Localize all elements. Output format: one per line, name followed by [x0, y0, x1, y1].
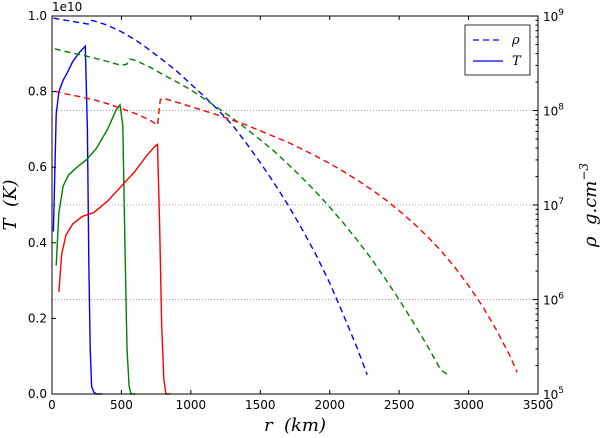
legend-box: [464, 24, 531, 76]
svg-text:ρ g.cm−3: ρ g.cm−3: [577, 163, 600, 248]
y-left-tick-label: 0.4: [28, 236, 47, 250]
temperature-line-2: [58, 143, 170, 395]
temperature-line-1: [55, 102, 136, 395]
y-right-tick-label: 109: [543, 8, 564, 24]
y-axis-right-label-group: ρ g.cm−3: [577, 163, 600, 248]
y-left-tick-label: 0.8: [28, 85, 47, 99]
data-series: [52, 17, 518, 395]
y-right-tick-label: 108: [543, 103, 564, 119]
y-axis-right-label-exp: −3: [577, 163, 591, 181]
axis-ticks: 0 500 1000 1500 2000 2500 3000 3500 0.0 0.2 0.4 0.6…: [28, 8, 564, 412]
x-tick-label: 500: [110, 398, 133, 412]
x-tick-label: 2000: [314, 398, 345, 412]
grid-lines: [52, 110, 538, 300]
y-left-tick-label: 0.2: [28, 311, 47, 325]
y-axis-left-label: T (K): [0, 180, 21, 231]
y-right-tick-label: 107: [543, 197, 564, 213]
temperature-line-0: [52, 44, 102, 395]
x-tick-label: 0: [48, 398, 56, 412]
legend-rho-label: ρ: [511, 33, 520, 48]
y-axis-right-label: ρ g.cm: [580, 181, 600, 248]
legend-T-label: T: [512, 54, 522, 69]
x-tick-label: 3000: [453, 398, 484, 412]
y-right-tick-label: 105: [543, 386, 564, 402]
x-tick-label: 1500: [245, 398, 276, 412]
x-tick-label: 3500: [523, 398, 554, 412]
y-left-tick-label: 1.0: [28, 9, 47, 23]
x-tick-label: 2500: [384, 398, 415, 412]
legend: ρ T: [464, 24, 531, 76]
y-left-tick-label: 0.6: [28, 160, 47, 174]
offset-text: 1e10: [52, 0, 82, 14]
density-line-3: [53, 17, 368, 375]
x-tick-label: 1000: [176, 398, 207, 412]
density-line-5: [54, 90, 518, 373]
y-left-tick-label: 0.0: [28, 387, 47, 401]
x-axis-label: r (km): [264, 415, 326, 436]
y-right-tick-label: 106: [543, 292, 564, 308]
